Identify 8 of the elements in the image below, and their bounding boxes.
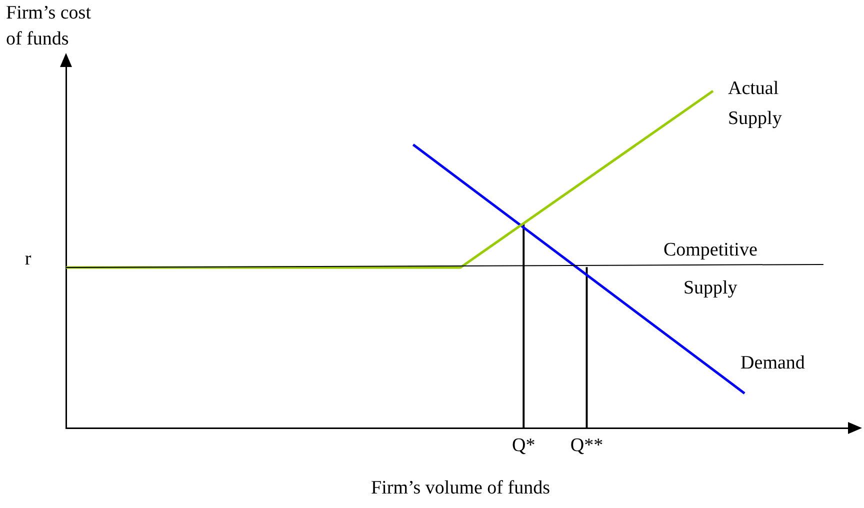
x-tick-label: Q*	[512, 434, 536, 456]
text: r	[24, 248, 32, 270]
y-axis-title: Firm’s cost of funds	[6, 2, 92, 50]
series-label: Actual Supply	[728, 78, 782, 130]
series-label: Demand	[740, 352, 806, 374]
x-axis-title: Firm’s volume of funds	[371, 478, 550, 499]
series-label: Competitive Supply	[663, 239, 758, 298]
x-tick-label: Q**	[570, 434, 604, 456]
